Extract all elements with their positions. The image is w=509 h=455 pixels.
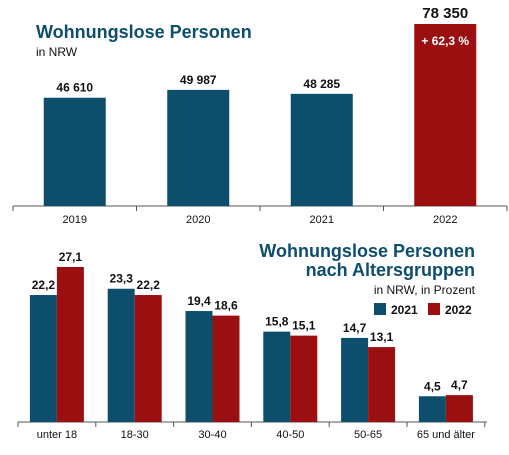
chart1-value-label: 78 350 <box>422 5 468 22</box>
chart2-legend: 2021 2022 <box>374 303 472 317</box>
chart2-bar-2022 <box>134 295 162 422</box>
chart2-value-label: 14,7 <box>343 321 367 335</box>
chart1-bar <box>43 97 106 206</box>
chart2-value-label: 15,8 <box>265 315 289 329</box>
chart1-bar <box>167 89 230 206</box>
chart2-value-label: 4,5 <box>424 379 441 393</box>
chart1-tick-label: 2021 <box>310 214 334 226</box>
chart2-tick-label: 18-30 <box>121 429 149 441</box>
chart1-value-label: 49 987 <box>180 73 217 87</box>
chart2-tick-label: 65 und älter <box>417 429 475 441</box>
chart2-title-line2: nach Altersgruppen <box>306 260 475 280</box>
chart2-value-label: 22,2 <box>137 278 161 292</box>
legend-label-2022: 2022 <box>445 303 472 317</box>
chart2-bar-2021 <box>263 331 291 422</box>
chart2-bar-2022 <box>445 395 473 422</box>
chart2-value-label: 4,7 <box>451 378 468 392</box>
chart2-bar-2021 <box>185 311 213 422</box>
chart2-bar-2021 <box>341 337 369 422</box>
chart2-bar-2022 <box>56 267 84 422</box>
chart2-tick-label: unter 18 <box>37 429 77 441</box>
chart1-annotation: + 62,3 % <box>421 34 469 48</box>
chart2-tick-label: 30-40 <box>198 429 226 441</box>
legend-swatch-2022 <box>428 303 440 315</box>
chart2-tick-label: 40-50 <box>276 429 304 441</box>
chart2-subtitle: in NRW, in Prozent <box>374 283 476 297</box>
chart2-title-line1: Wohnungslose Personen <box>259 241 475 261</box>
chart2-bar-2021 <box>29 295 57 422</box>
chart2-bar-2021 <box>418 396 446 422</box>
chart1-subtitle: in NRW <box>36 45 78 59</box>
chart1-bar <box>290 93 353 206</box>
chart1-value-label: 46 610 <box>56 81 93 95</box>
chart2-bar-2022 <box>290 335 318 422</box>
chart1-title: Wohnungslose Personen <box>36 22 252 42</box>
chart2-value-label: 13,1 <box>370 330 394 344</box>
chart1-plot: 46 610 2019 49 987 2020 48 285 2021 78 350 2022… <box>12 5 508 226</box>
chart2-bar-2022 <box>212 315 240 422</box>
chart1-bar <box>414 24 477 206</box>
chart2-value-label: 23,3 <box>110 272 134 286</box>
chart2-value-label: 22,2 <box>32 278 56 292</box>
chart2-value-label: 27,1 <box>59 250 83 264</box>
chart1-tick-label: 2022 <box>433 214 457 226</box>
chart2-bar-2022 <box>368 347 396 422</box>
chart2-bar-2021 <box>107 288 135 422</box>
chart1-tick-label: 2019 <box>63 214 87 226</box>
chart1-tick-label: 2020 <box>186 214 210 226</box>
chart2-value-label: 19,4 <box>187 294 211 308</box>
chart1-value-label: 48 285 <box>303 77 340 91</box>
chart2-value-label: 18,6 <box>214 299 238 313</box>
legend-swatch-2021 <box>374 303 386 315</box>
legend-label-2021: 2021 <box>391 303 418 317</box>
chart2-tick-label: 50-65 <box>354 429 382 441</box>
chart2-value-label: 15,1 <box>292 319 316 333</box>
